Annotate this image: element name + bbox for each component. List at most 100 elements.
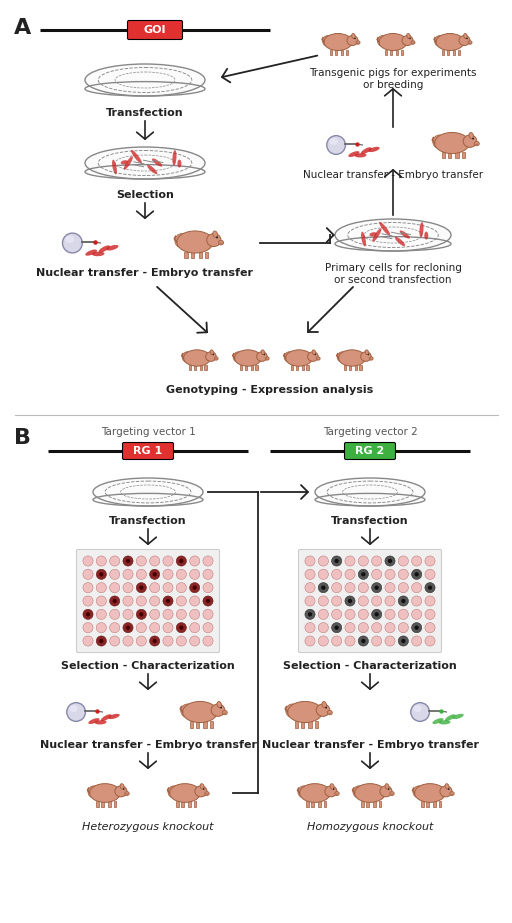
FancyBboxPatch shape — [76, 549, 220, 653]
Bar — [385, 50, 387, 54]
Ellipse shape — [425, 569, 435, 580]
Bar — [324, 801, 326, 807]
Ellipse shape — [372, 556, 382, 566]
Ellipse shape — [222, 711, 227, 714]
Ellipse shape — [412, 556, 422, 566]
Ellipse shape — [261, 350, 265, 354]
Ellipse shape — [476, 144, 477, 145]
Bar — [455, 152, 459, 159]
Ellipse shape — [409, 38, 411, 40]
Ellipse shape — [136, 582, 146, 593]
Bar — [296, 366, 298, 370]
Ellipse shape — [233, 352, 244, 363]
Ellipse shape — [305, 636, 315, 646]
Ellipse shape — [96, 582, 106, 593]
Ellipse shape — [284, 352, 295, 363]
Ellipse shape — [83, 569, 93, 580]
Ellipse shape — [163, 569, 173, 580]
Ellipse shape — [334, 558, 339, 563]
Ellipse shape — [219, 240, 224, 245]
Ellipse shape — [257, 352, 267, 362]
Ellipse shape — [355, 784, 386, 802]
Bar — [367, 801, 369, 807]
Ellipse shape — [445, 784, 449, 789]
Ellipse shape — [207, 234, 221, 246]
Ellipse shape — [355, 153, 367, 158]
Ellipse shape — [217, 701, 222, 708]
Bar — [200, 366, 202, 370]
Ellipse shape — [395, 237, 405, 246]
Ellipse shape — [86, 612, 90, 617]
Ellipse shape — [110, 569, 120, 580]
Ellipse shape — [88, 718, 99, 724]
Bar — [194, 801, 196, 807]
Ellipse shape — [92, 252, 104, 257]
Ellipse shape — [150, 556, 160, 566]
Ellipse shape — [419, 222, 423, 237]
Ellipse shape — [136, 623, 146, 633]
Ellipse shape — [189, 609, 200, 619]
Ellipse shape — [108, 713, 120, 719]
Bar — [318, 801, 321, 807]
Bar — [453, 50, 455, 54]
Ellipse shape — [101, 714, 112, 721]
Bar — [204, 366, 207, 370]
Ellipse shape — [439, 720, 451, 725]
Ellipse shape — [176, 556, 186, 566]
Ellipse shape — [123, 596, 133, 606]
Ellipse shape — [312, 350, 315, 354]
Ellipse shape — [365, 350, 369, 354]
Ellipse shape — [468, 41, 472, 44]
Ellipse shape — [450, 792, 454, 796]
Ellipse shape — [356, 41, 360, 44]
Text: Nuclear transfer - Embryo transfer: Nuclear transfer - Embryo transfer — [262, 740, 479, 750]
Ellipse shape — [96, 596, 106, 606]
Ellipse shape — [318, 623, 328, 633]
Ellipse shape — [459, 35, 470, 45]
Text: Nuclear transfer - Embryo transfer: Nuclear transfer - Embryo transfer — [303, 170, 483, 180]
Ellipse shape — [205, 792, 209, 796]
Ellipse shape — [85, 64, 205, 96]
Ellipse shape — [411, 702, 430, 722]
Ellipse shape — [372, 609, 382, 619]
Ellipse shape — [358, 596, 369, 606]
Bar — [438, 801, 441, 807]
Ellipse shape — [189, 582, 200, 593]
Ellipse shape — [203, 596, 213, 606]
Bar — [421, 801, 423, 807]
Ellipse shape — [415, 572, 419, 577]
Ellipse shape — [95, 720, 106, 725]
Ellipse shape — [176, 596, 186, 606]
Ellipse shape — [435, 133, 470, 153]
Ellipse shape — [354, 38, 356, 40]
Ellipse shape — [216, 236, 218, 238]
Ellipse shape — [369, 357, 373, 360]
Ellipse shape — [88, 785, 100, 798]
Ellipse shape — [189, 569, 200, 580]
Ellipse shape — [173, 150, 177, 165]
Bar — [255, 366, 258, 370]
Ellipse shape — [372, 569, 382, 580]
Ellipse shape — [220, 707, 222, 709]
Ellipse shape — [372, 636, 382, 646]
Ellipse shape — [374, 612, 379, 617]
Ellipse shape — [264, 354, 265, 355]
Ellipse shape — [318, 596, 328, 606]
Ellipse shape — [203, 623, 213, 633]
Ellipse shape — [321, 585, 326, 590]
Ellipse shape — [123, 788, 124, 790]
Ellipse shape — [124, 156, 133, 170]
Ellipse shape — [345, 596, 355, 606]
Ellipse shape — [96, 609, 106, 619]
Ellipse shape — [126, 626, 130, 629]
Ellipse shape — [369, 233, 377, 236]
Ellipse shape — [425, 623, 435, 633]
Ellipse shape — [374, 585, 379, 590]
Ellipse shape — [200, 784, 204, 789]
Ellipse shape — [345, 556, 355, 566]
Ellipse shape — [388, 558, 392, 563]
Ellipse shape — [318, 636, 328, 646]
Ellipse shape — [220, 243, 221, 244]
Bar — [176, 801, 179, 807]
Ellipse shape — [332, 623, 342, 633]
